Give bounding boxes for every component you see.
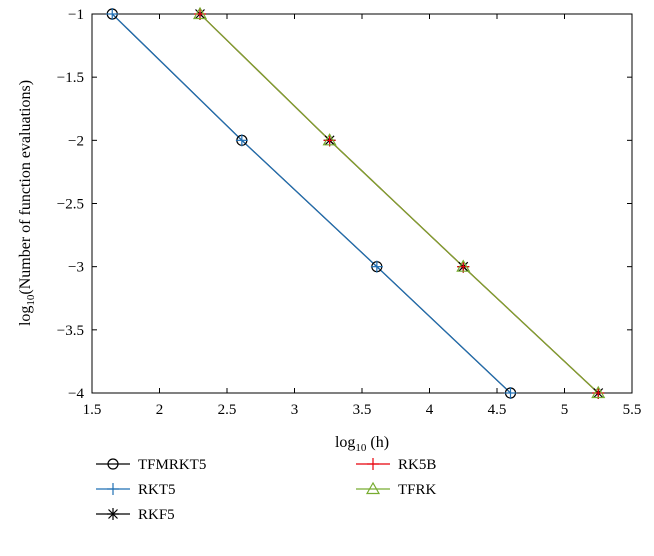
plot-area: [91, 13, 633, 394]
series-layer: [106, 6, 606, 399]
x-tick-label: 3: [291, 402, 299, 418]
y-axis-label-rest: (Number of function evaluations): [17, 80, 34, 295]
x-tick-label: 5: [561, 402, 569, 418]
legend-label: RKF5: [138, 507, 175, 523]
data-point-rkt5: [106, 8, 119, 20]
legend-swatch-marker: [107, 458, 119, 470]
x-tick-label: 2: [156, 402, 164, 418]
x-axis: 1.5 2 2.5 3 3.5 4 4.5 5 5.5: [83, 14, 642, 418]
x-tick-label: 1.5: [83, 402, 102, 418]
data-point-tfrk: [591, 385, 606, 399]
legend: TFMRKT5 RKT5 RKF5 RK5B TFRK: [96, 457, 437, 523]
legend-item-tfmrkt5: TFMRKT5: [96, 457, 206, 473]
legend-swatch-marker: [365, 481, 381, 495]
x-tick-label: 2.5: [218, 402, 237, 418]
series-line-tfrk: [199, 13, 599, 394]
legend-swatch-marker: [107, 483, 119, 495]
legend-label: TFMRKT5: [138, 457, 206, 473]
legend-item-rkt5: RKT5: [96, 482, 176, 498]
data-point-rkt5: [370, 260, 383, 273]
data-point-tfrk: [322, 133, 337, 146]
legend-item-rk5b: RK5B: [356, 457, 436, 473]
legend-item-tfrk: TFRK: [356, 481, 437, 498]
y-tick-label: −3.5: [57, 323, 84, 339]
legend-swatch-marker: [107, 508, 119, 520]
y-tick-label: −3: [68, 260, 84, 276]
data-point-tfrk: [456, 259, 471, 272]
series-line-rkt5: [111, 13, 511, 394]
x-axis-label-prefix: log: [335, 434, 355, 451]
x-axis-label-rest: (h): [366, 434, 389, 451]
legend-label: RKT5: [138, 482, 176, 498]
y-axis-label: log10(Number of function evaluations): [17, 80, 37, 326]
y-axis: −4 −3.5 −3 −2.5 −2 −1.5 −1: [57, 7, 632, 402]
y-tick-label: −2: [68, 133, 84, 149]
y-axis-label-prefix: log: [17, 306, 34, 326]
legend-label: TFRK: [398, 482, 437, 498]
y-tick-label: −1: [68, 7, 84, 23]
x-tick-label: 5.5: [623, 402, 642, 418]
y-tick-label: −2.5: [57, 197, 84, 213]
data-point-tfrk: [192, 6, 208, 20]
legend-item-rkf5: RKF5: [96, 507, 175, 523]
data-point-rkt5: [235, 134, 248, 147]
y-axis-label-subscript: 10: [25, 294, 37, 306]
x-axis-label: log10 (h): [335, 434, 389, 454]
y-tick-label: −1.5: [57, 70, 84, 86]
x-axis-label-subscript: 10: [355, 442, 367, 454]
y-tick-label: −4: [68, 386, 84, 402]
x-tick-label: 4: [426, 402, 434, 418]
data-point-rkt5: [504, 387, 517, 399]
legend-swatch-marker: [367, 458, 379, 470]
x-tick-label: 4.5: [488, 402, 507, 418]
x-tick-label: 3.5: [353, 402, 372, 418]
legend-label: RK5B: [398, 457, 436, 473]
